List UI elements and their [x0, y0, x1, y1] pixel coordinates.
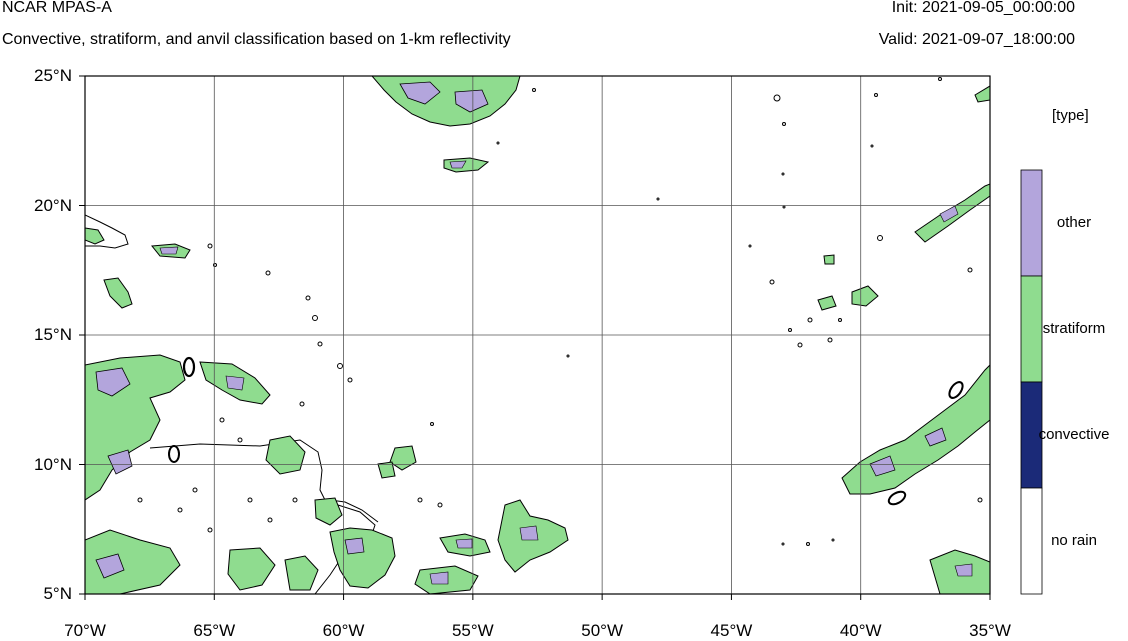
lon-tick-label: 60°W [322, 621, 365, 640]
lon-tick-label: 70°W [64, 621, 106, 640]
convective-cell [887, 490, 907, 506]
legend-item-label: convective [1038, 426, 1110, 443]
other-region [107, 449, 133, 475]
lon-tick-label: 40°W [839, 621, 882, 640]
stratiform-region [389, 445, 417, 471]
convective-cell [948, 381, 964, 399]
stratiform-region [329, 527, 396, 589]
valid-time: Valid: 2021-09-07_18:00:00 [878, 31, 1075, 48]
stratiform-region [817, 295, 837, 311]
lon-tick-label: 45°W [710, 621, 753, 640]
stratiform-region [103, 277, 133, 309]
lon-tick-label: 65°W [193, 621, 236, 640]
lon-tick-label: 55°W [451, 621, 494, 640]
lat-tick-label: 25°N [34, 66, 72, 85]
graticule [85, 76, 990, 594]
stratiform-region [841, 364, 990, 495]
convective-cell [168, 445, 180, 463]
lat-tick-label: 10°N [34, 454, 72, 474]
other-region [939, 205, 959, 223]
other-region [344, 537, 365, 555]
legend-swatch [1020, 487, 1043, 595]
other-region [954, 563, 973, 577]
stratiform-region [85, 227, 105, 245]
other-region [95, 553, 125, 579]
lon-tick-label: 50°W [581, 621, 624, 640]
legend-item-label: stratiform [1042, 320, 1106, 337]
legend-title: [type] [1052, 107, 1089, 124]
axis-ticks [79, 75, 991, 600]
lat-tick-label: 5°N [43, 584, 72, 603]
stratiform-region [974, 85, 990, 103]
other-region [399, 81, 441, 105]
other-region [95, 367, 131, 397]
other-region [519, 525, 539, 541]
stratiform-region [314, 497, 343, 526]
stratiform-region [851, 285, 879, 307]
scattered-contours [137, 77, 983, 546]
lat-tick-label: 15°N [34, 325, 72, 344]
lat-tick-label: 20°N [34, 195, 72, 215]
other-region [449, 160, 467, 169]
coastline [329, 499, 379, 523]
other-region [869, 455, 896, 477]
stratiform-region [443, 157, 490, 173]
stratiform-region [371, 76, 521, 127]
stratiform-region [377, 461, 396, 479]
other-region [159, 246, 179, 255]
coastline [85, 214, 129, 249]
other-region [225, 375, 245, 391]
legend-item-label: no rain [1051, 532, 1097, 549]
precip-features [85, 76, 990, 594]
other-region [455, 538, 473, 549]
lon-tick-label: 35°W [969, 621, 1011, 640]
stratiform-region [227, 547, 276, 591]
model-title: NCAR MPAS-A [2, 0, 112, 16]
legend-item-label: other [1056, 214, 1092, 231]
init-time: Init: 2021-09-05_00:00:00 [891, 0, 1075, 16]
convective-cell [182, 356, 196, 378]
stratiform-region [823, 254, 835, 265]
legend-colorbar [1020, 169, 1043, 595]
stratiform-region [284, 555, 319, 591]
plot-subtitle: Convective, stratiform, and anvil classi… [2, 31, 511, 48]
other-region [924, 427, 947, 447]
other-region [454, 89, 489, 113]
stratiform-region [85, 529, 181, 594]
stratiform-region [265, 435, 306, 475]
other-region [429, 571, 449, 585]
